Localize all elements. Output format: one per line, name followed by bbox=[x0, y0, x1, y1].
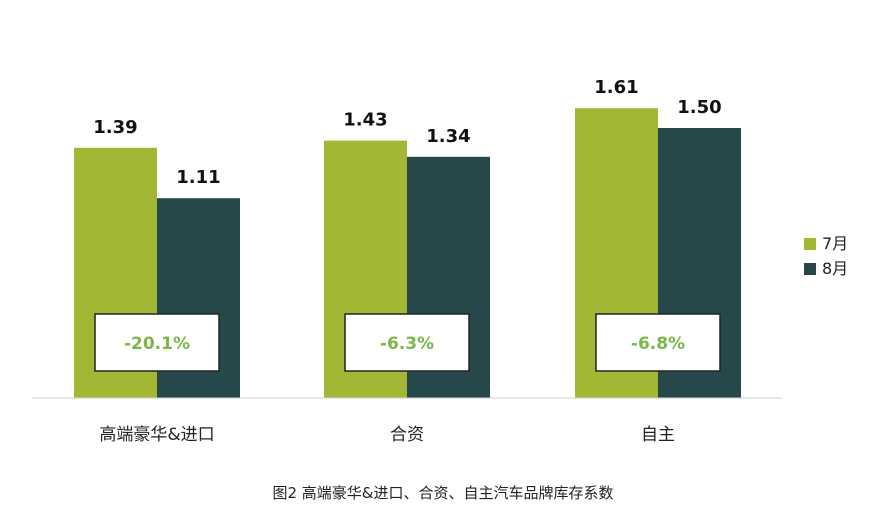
value-label-jul-1: 1.43 bbox=[343, 110, 387, 131]
value-label-jul-2: 1.61 bbox=[594, 77, 638, 98]
category-label-2: 自主 bbox=[641, 425, 675, 445]
chart-caption: 图2 高端豪华&进口、合资、自主汽车品牌库存系数 bbox=[272, 484, 613, 502]
value-label-aug-1: 1.34 bbox=[426, 126, 470, 147]
change-box-0 bbox=[94, 313, 220, 372]
change-label-1: -6.3% bbox=[380, 334, 434, 354]
legend-label-jul: 7月 bbox=[822, 234, 848, 253]
value-labels-layer: 1.39 1.11 1.43 1.34 1.61 1.50 bbox=[93, 77, 721, 188]
value-label-aug-0: 1.11 bbox=[176, 167, 220, 188]
value-label-aug-2: 1.50 bbox=[677, 97, 721, 118]
value-label-jul-0: 1.39 bbox=[93, 117, 137, 138]
change-box-2 bbox=[595, 313, 721, 372]
legend-swatch-jul bbox=[804, 238, 816, 250]
legend-label-aug: 8月 bbox=[822, 259, 848, 278]
change-label-0: -20.1% bbox=[124, 334, 190, 354]
category-label-1: 合资 bbox=[390, 425, 424, 445]
category-labels-layer: 高端豪华&进口 合资 自主 bbox=[99, 424, 675, 445]
category-label-0: 高端豪华&进口 bbox=[99, 424, 214, 445]
change-label-2: -6.8% bbox=[631, 334, 685, 354]
legend-swatch-aug bbox=[804, 263, 816, 275]
change-box-1 bbox=[344, 313, 470, 372]
change-boxes-layer: -20.1% -6.3% -6.8% bbox=[94, 313, 721, 372]
